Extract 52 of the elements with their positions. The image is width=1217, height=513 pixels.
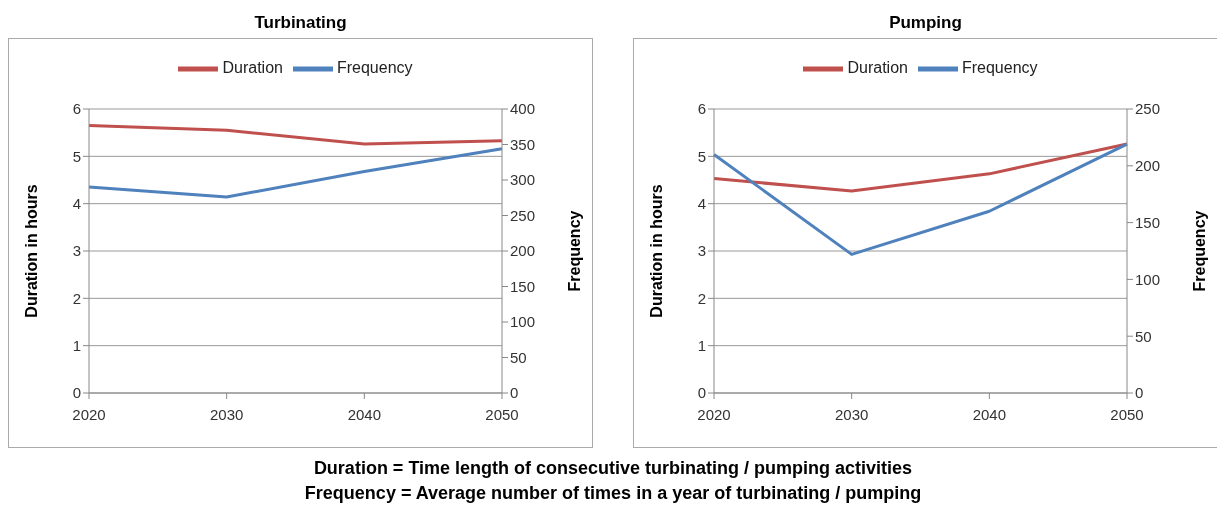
line-series bbox=[87, 147, 504, 199]
y2-tick-label: 200 bbox=[1135, 157, 1161, 175]
x-tick-label: 2050 bbox=[1110, 405, 1144, 423]
y-tick-label: 1 bbox=[697, 336, 706, 354]
y2-tick-label: 350 bbox=[510, 135, 536, 153]
legend-label: Duration bbox=[847, 59, 908, 77]
y-tick-label: 4 bbox=[697, 194, 706, 212]
y-tick-label: 6 bbox=[72, 100, 81, 118]
y-tick-label: 5 bbox=[697, 147, 706, 165]
y2-tick-label: 100 bbox=[510, 313, 536, 331]
y2-tick-label: 150 bbox=[510, 277, 536, 295]
y2-tick-label: 150 bbox=[1135, 213, 1161, 231]
y2-tick-label: 250 bbox=[1135, 100, 1161, 118]
y-tick-label: 6 bbox=[697, 100, 706, 118]
y-tick-label: 0 bbox=[72, 384, 81, 402]
y2-tick-label: 0 bbox=[1135, 384, 1144, 402]
x-tick-label: 2050 bbox=[485, 405, 519, 423]
y2-tick-label: 100 bbox=[1135, 270, 1161, 288]
y2-axis-title: Frequency bbox=[1190, 210, 1208, 292]
y-tick-label: 3 bbox=[72, 242, 81, 260]
x-tick-label: 2040 bbox=[972, 405, 1007, 423]
y-tick-label: 2 bbox=[697, 289, 706, 307]
legend-label: Frequency bbox=[961, 59, 1038, 77]
x-tick-label: 2020 bbox=[697, 405, 731, 423]
y2-tick-label: 400 bbox=[510, 100, 536, 118]
y-tick-label: 5 bbox=[72, 147, 81, 165]
text: Frequency = Average number of times in a year of turbinating / pumping bbox=[303, 482, 923, 505]
y2-axis-title: Frequency bbox=[565, 210, 583, 292]
y-tick-label: 4 bbox=[72, 194, 81, 212]
y-tick-label: 1 bbox=[72, 336, 81, 354]
x-tick-label: 2030 bbox=[209, 405, 244, 423]
x-tick-label: 2040 bbox=[347, 405, 382, 423]
legend-label: Duration bbox=[222, 59, 283, 77]
y-axis-title: Duration in hours bbox=[22, 184, 40, 318]
line-series bbox=[712, 142, 1129, 256]
y-tick-label: 3 bbox=[697, 242, 706, 260]
y2-tick-label: 250 bbox=[510, 206, 536, 224]
line-series bbox=[87, 124, 504, 146]
legend-label: Frequency bbox=[336, 59, 413, 77]
text: Duration = Time length of consecutive turbinating / pumping activities bbox=[312, 457, 914, 480]
y2-tick-label: 50 bbox=[510, 348, 527, 366]
y-axis-title: Duration in hours bbox=[647, 184, 665, 318]
y2-tick-label: 50 bbox=[1135, 327, 1152, 345]
chart-title: Pumping bbox=[888, 12, 963, 34]
y2-tick-label: 300 bbox=[510, 171, 536, 189]
y-tick-label: 0 bbox=[697, 384, 706, 402]
x-tick-label: 2020 bbox=[72, 405, 106, 423]
chart-title: Turbinating bbox=[253, 12, 348, 34]
x-tick-label: 2030 bbox=[834, 405, 869, 423]
y2-tick-label: 200 bbox=[510, 242, 536, 260]
y2-tick-label: 0 bbox=[510, 384, 519, 402]
y-tick-label: 2 bbox=[72, 289, 81, 307]
